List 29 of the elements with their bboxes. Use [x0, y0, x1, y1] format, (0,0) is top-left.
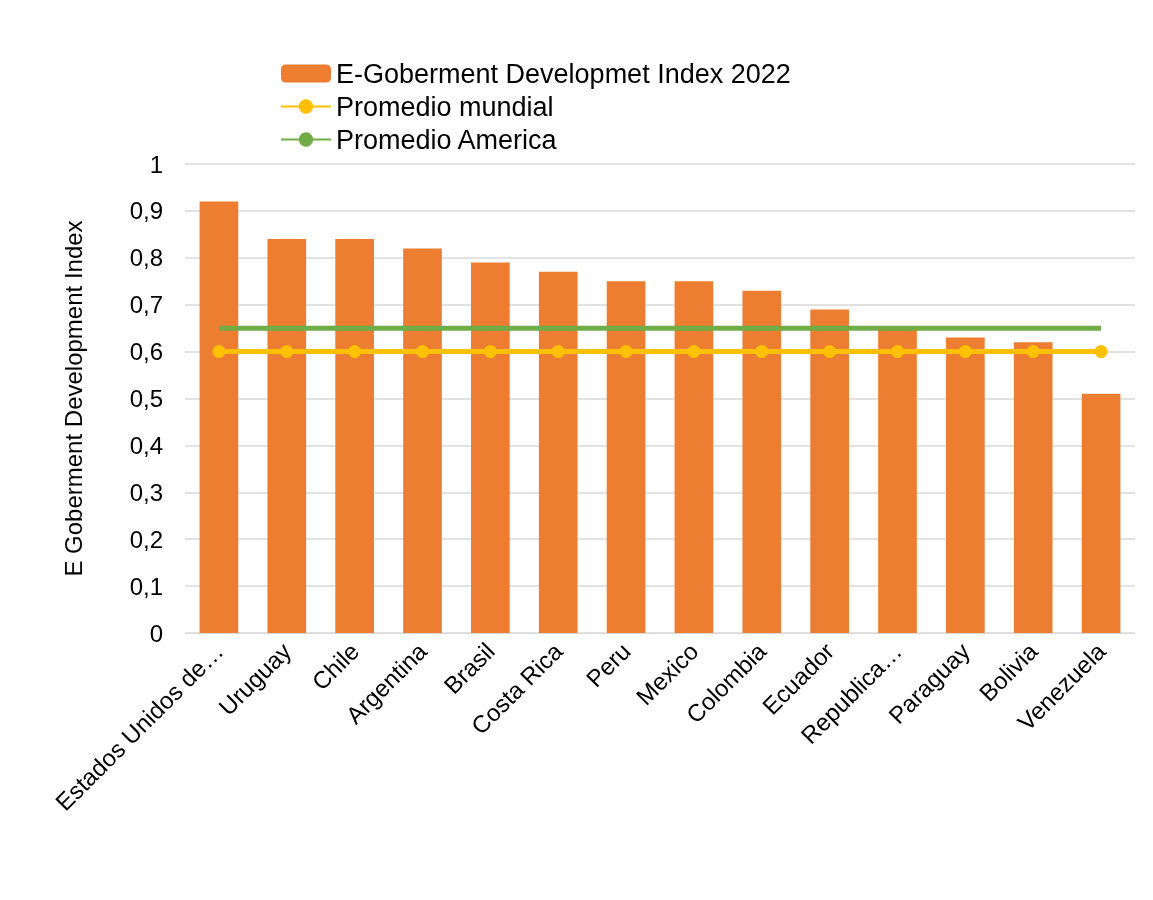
bar	[1013, 342, 1053, 633]
legend-label: Promedio mundial	[336, 91, 554, 122]
y-tick-label: 0,4	[129, 431, 163, 459]
bar	[1081, 393, 1121, 633]
y-tick-label: 0,7	[129, 291, 163, 319]
bar	[471, 262, 510, 633]
y-axis-title: E Goberment Development Index	[59, 220, 87, 577]
bar	[335, 239, 374, 633]
y-tick-label: 1	[149, 150, 163, 178]
y-tick-label: 0,8	[129, 244, 163, 272]
bar	[606, 281, 646, 633]
bar	[878, 328, 917, 633]
y-tick-label: 0,2	[129, 525, 163, 553]
y-tick-label: 0,1	[129, 572, 163, 600]
bar	[742, 290, 782, 633]
y-tick-label: 0,9	[129, 197, 163, 225]
y-tick-label: 0,6	[129, 338, 163, 366]
bar	[199, 201, 239, 633]
bar	[538, 271, 578, 633]
y-tick-label: 0	[149, 619, 163, 647]
y-tick-label: 0,3	[129, 478, 163, 506]
legend-label: E-Goberment Developmet Index 2022	[336, 58, 791, 89]
bar	[810, 309, 849, 633]
bar	[403, 248, 442, 633]
bar	[946, 337, 985, 633]
legend-label: Promedio America	[336, 124, 558, 155]
bar	[674, 281, 714, 633]
y-tick-label: 0,5	[129, 385, 163, 412]
bar	[267, 239, 307, 633]
